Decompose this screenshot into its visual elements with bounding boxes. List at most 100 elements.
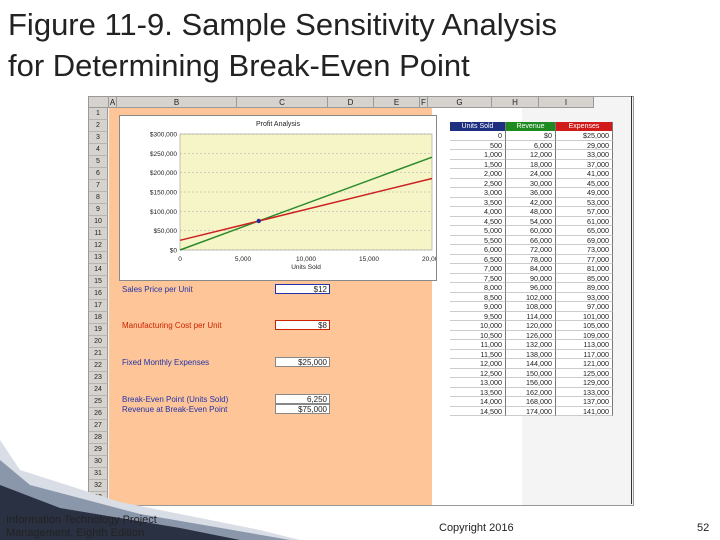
table-cell[interactable]: 11,500 [450, 349, 506, 359]
table-cell[interactable]: 60,000 [506, 226, 556, 236]
table-cell[interactable]: 29,000 [556, 140, 613, 150]
table-cell[interactable]: 77,000 [556, 254, 613, 264]
table-cell[interactable]: 3,500 [450, 197, 506, 207]
table-cell[interactable]: 61,000 [556, 216, 613, 226]
table-cell[interactable]: 36,000 [506, 188, 556, 198]
table-cell[interactable]: 5,000 [450, 226, 506, 236]
table-cell[interactable]: 0 [450, 131, 506, 141]
table-cell[interactable]: 13,000 [450, 378, 506, 388]
row-header[interactable]: 30 [89, 456, 108, 468]
table-cell[interactable]: 6,500 [450, 254, 506, 264]
row-header[interactable]: 16 [89, 288, 108, 300]
table-cell[interactable]: 90,000 [506, 273, 556, 283]
table-cell[interactable]: 150,000 [506, 368, 556, 378]
table-cell[interactable]: 13,500 [450, 387, 506, 397]
table-cell[interactable]: 93,000 [556, 292, 613, 302]
table-cell[interactable]: 57,000 [556, 207, 613, 217]
table-cell[interactable]: 97,000 [556, 302, 613, 312]
table-cell[interactable]: 96,000 [506, 283, 556, 293]
row-header[interactable]: 10 [89, 216, 108, 228]
table-cell[interactable]: 4,000 [450, 207, 506, 217]
table-cell[interactable]: 109,000 [556, 330, 613, 340]
row-header[interactable]: 18 [89, 312, 108, 324]
table-cell[interactable]: 174,000 [506, 406, 556, 416]
column-header-i[interactable]: I [539, 97, 594, 108]
row-header[interactable]: 25 [89, 396, 108, 408]
table-cell[interactable]: 138,000 [506, 349, 556, 359]
table-cell[interactable]: 89,000 [556, 283, 613, 293]
table-cell[interactable]: 156,000 [506, 378, 556, 388]
table-cell[interactable]: 42,000 [506, 197, 556, 207]
fixed-expenses-input[interactable]: $25,000 [275, 357, 330, 367]
table-cell[interactable]: 168,000 [506, 397, 556, 407]
table-cell[interactable]: 24,000 [506, 169, 556, 179]
row-header[interactable]: 6 [89, 168, 108, 180]
row-header[interactable]: 21 [89, 348, 108, 360]
table-cell[interactable]: 4,500 [450, 216, 506, 226]
table-cell[interactable]: 41,000 [556, 169, 613, 179]
table-cell[interactable]: 11,000 [450, 340, 506, 350]
row-header[interactable]: 26 [89, 408, 108, 420]
table-cell[interactable]: 114,000 [506, 311, 556, 321]
column-header-c[interactable]: C [237, 97, 328, 108]
row-header[interactable]: 15 [89, 276, 108, 288]
mfg-cost-input[interactable]: $8 [275, 320, 330, 330]
profit-analysis-chart[interactable]: Profit Analysis $0 $50,000 $100,000 $150,00… [119, 115, 442, 281]
table-cell[interactable]: 53,000 [556, 197, 613, 207]
table-cell[interactable]: 78,000 [506, 254, 556, 264]
row-header[interactable]: 5 [89, 156, 108, 168]
table-cell[interactable]: 9,000 [450, 302, 506, 312]
table-cell[interactable]: 12,000 [450, 359, 506, 369]
table-cell[interactable]: 45,000 [556, 178, 613, 188]
table-cell[interactable]: 132,000 [506, 340, 556, 350]
column-header-f[interactable]: F [420, 97, 428, 108]
table-cell[interactable]: 137,000 [556, 397, 613, 407]
column-header-a[interactable]: A [109, 97, 117, 108]
table-cell[interactable]: 101,000 [556, 311, 613, 321]
table-cell[interactable]: 105,000 [556, 321, 613, 331]
row-header[interactable]: 13 [89, 252, 108, 264]
table-cell[interactable]: 129,000 [556, 378, 613, 388]
column-header-h[interactable]: H [492, 97, 539, 108]
table-cell[interactable]: 49,000 [556, 188, 613, 198]
table-cell[interactable]: 81,000 [556, 264, 613, 274]
table-cell[interactable]: 102,000 [506, 292, 556, 302]
row-header[interactable]: 29 [89, 444, 108, 456]
table-cell[interactable]: 9,500 [450, 311, 506, 321]
column-header-g[interactable]: G [428, 97, 492, 108]
table-cell[interactable]: 37,000 [556, 159, 613, 169]
row-header[interactable]: 3 [89, 132, 108, 144]
sensitivity-table[interactable]: Units Sold Revenue Expenses 0 $0 $25,000 50… [450, 122, 613, 416]
table-cell[interactable]: 7,000 [450, 264, 506, 274]
table-cell[interactable]: 10,000 [450, 321, 506, 331]
header-expenses[interactable]: Expenses [556, 122, 613, 131]
table-cell[interactable]: 121,000 [556, 359, 613, 369]
table-cell[interactable]: 1,500 [450, 159, 506, 169]
row-header[interactable]: 32 [89, 480, 108, 492]
row-header[interactable]: 14 [89, 264, 108, 276]
table-cell[interactable]: 125,000 [556, 368, 613, 378]
table-cell[interactable]: 84,000 [506, 264, 556, 274]
table-cell[interactable]: 8,500 [450, 292, 506, 302]
table-cell[interactable]: 126,000 [506, 330, 556, 340]
sales-price-input[interactable]: $12 [275, 284, 330, 294]
table-cell[interactable]: 7,500 [450, 273, 506, 283]
table-cell[interactable]: 141,000 [556, 406, 613, 416]
table-cell[interactable]: 73,000 [556, 245, 613, 255]
table-cell[interactable]: 3,000 [450, 188, 506, 198]
table-cell[interactable]: 5,500 [450, 235, 506, 245]
table-cell[interactable]: 65,000 [556, 226, 613, 236]
column-header-b[interactable]: B [117, 97, 237, 108]
table-cell[interactable]: 117,000 [556, 349, 613, 359]
table-cell[interactable]: 48,000 [506, 207, 556, 217]
table-cell[interactable]: 14,000 [450, 397, 506, 407]
table-cell[interactable]: $0 [506, 131, 556, 141]
table-cell[interactable]: 133,000 [556, 387, 613, 397]
table-cell[interactable]: 108,000 [506, 302, 556, 312]
table-cell[interactable]: 8,000 [450, 283, 506, 293]
row-header[interactable]: 1 [89, 108, 108, 120]
table-cell[interactable]: 1,000 [450, 150, 506, 160]
row-header[interactable]: 31 [89, 468, 108, 480]
row-header[interactable]: 11 [89, 228, 108, 240]
table-cell[interactable]: 162,000 [506, 387, 556, 397]
